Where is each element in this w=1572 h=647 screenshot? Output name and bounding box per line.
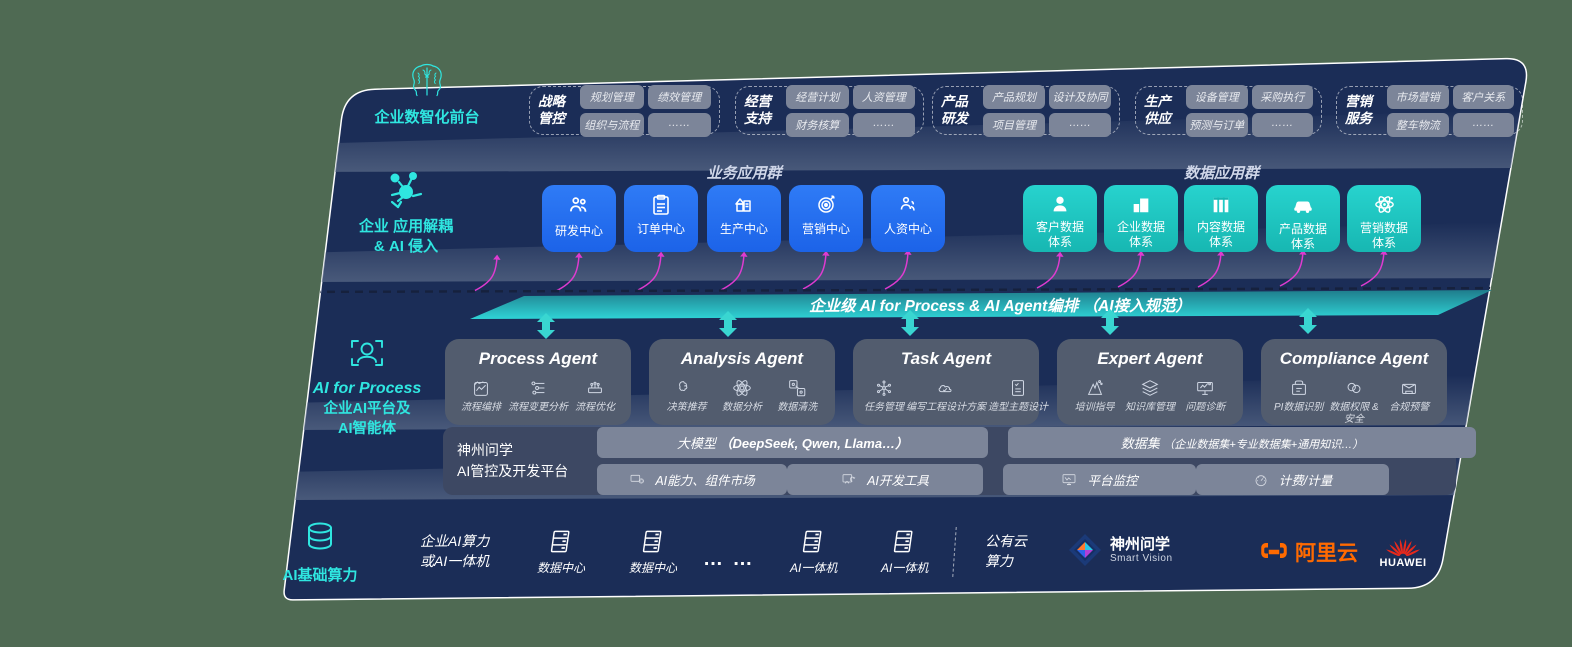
svg-text:企业级 AI for Process & AI Agent编: 企业级 AI for Process & AI Agent编排 （AI接入规范）	[809, 297, 1191, 315]
